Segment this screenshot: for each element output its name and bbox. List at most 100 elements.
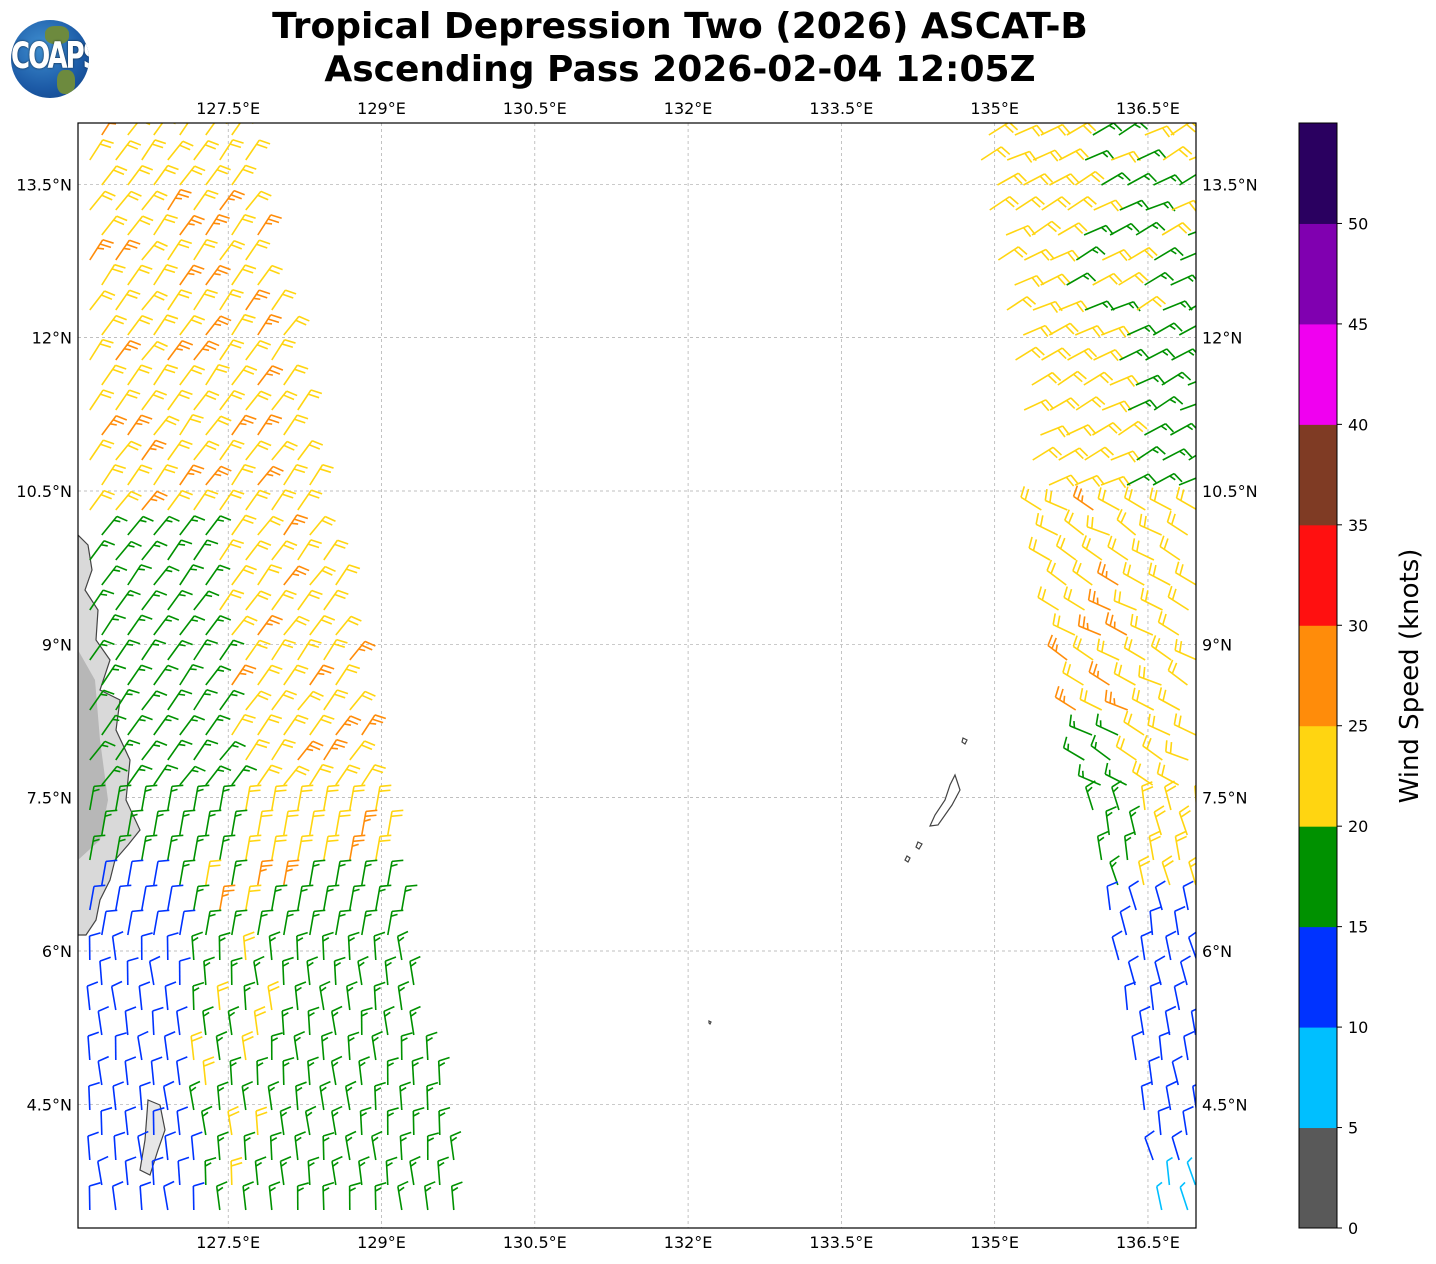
lat-tick-left: 12°N [32,329,72,348]
wind-barb [241,1080,254,1111]
wind-barb [1040,273,1071,286]
wind-barb [1006,150,1037,163]
wind-barb [205,164,231,186]
wind-barbs [86,123,1196,1211]
wind-barb [231,214,256,236]
wind-barb [137,1130,149,1161]
wind-barb [245,884,262,911]
wind-barb [1090,734,1111,761]
wind-barb [293,1030,306,1061]
wind-barb [179,413,204,436]
wind-barb [141,540,168,561]
wind-barb [1115,735,1137,761]
wind-barb [218,932,231,961]
wind-barb [1170,422,1196,436]
wind-barb [193,189,219,211]
wind-barb [127,859,144,886]
wind-barb [219,389,246,411]
wind-barb [219,539,245,561]
wind-barb [1064,509,1085,536]
wind-barb [1023,173,1054,186]
wind-barb [335,715,362,736]
wind-barb [1137,855,1151,886]
wind-barb [1190,1008,1196,1036]
wind-barb [231,414,257,436]
wind-barb [323,784,340,811]
wind-barb [1144,271,1174,286]
colorbar-bin-5-10 [1299,1027,1337,1129]
wind-barb [271,884,288,911]
wind-barb [153,764,179,786]
wind-barb [399,1131,412,1161]
wind-barb [269,1131,282,1161]
wind-barb [127,515,154,536]
wind-barb [1041,196,1071,211]
wind-barb [988,123,1019,136]
wind-barb [231,164,257,186]
wind-barb [1145,201,1176,212]
wind-barb [255,1106,268,1136]
wind-barb [1014,274,1045,288]
wind-barb [1153,174,1184,186]
wind-barb [1138,665,1162,686]
wind-barb [86,981,99,1011]
wind-barb [153,909,170,936]
wind-barb [1072,559,1093,586]
wind-barb [230,1156,243,1186]
wind-barb [257,809,274,836]
wind-barb [297,784,314,811]
wind-barb [1069,714,1093,736]
wind-barb [1067,196,1097,211]
wind-barb [1165,740,1189,761]
wind-barb [373,931,386,961]
wind-barb [229,1056,242,1086]
wind-barb [166,932,179,961]
wind-barb [386,1057,399,1086]
wind-barb [309,909,326,936]
wind-barb [175,1056,188,1086]
wind-barb [1062,736,1085,761]
wind-barb [294,1131,306,1161]
wind-barb [152,1107,165,1136]
wind-barb [1063,586,1085,611]
wind-barb [115,239,141,261]
wind-barb [1180,252,1196,261]
wind-barb [153,809,170,836]
wind-barb [1119,199,1150,211]
wind-barb [1024,248,1055,261]
wind-barb [1179,173,1196,186]
wind-barb [297,440,324,461]
wind-barb [124,1156,137,1186]
colorbar: 0 5 10 15 20 25 30 35 40 45 50 [1298,122,1368,1238]
wind-barb [309,664,335,686]
wind-barb [411,1056,424,1086]
wind-barb [88,1081,100,1111]
wind-barb [101,664,127,686]
wind-barb [1032,446,1063,461]
wind-barb [1136,295,1166,311]
wind-barb [997,246,1028,261]
wind-barb [179,123,202,136]
wind-barb [1136,445,1166,461]
wind-barb [271,689,297,711]
wind-barb [115,540,142,561]
wind-barb [245,834,262,861]
wind-barb [283,414,309,436]
wind-barb [1113,589,1137,611]
wind-barb [141,139,167,161]
wind-barb [227,1005,240,1036]
wind-barb [297,638,322,661]
wind-barb [179,315,206,336]
wind-barb [176,1106,189,1136]
wind-barb [1183,1030,1195,1061]
wind-barb [112,1081,125,1111]
wind-barb [1174,830,1187,861]
wind-barb [115,739,141,761]
wind-barb [245,590,272,611]
wind-barb [1081,535,1103,561]
wind-barb [282,1056,295,1086]
wind-barb [283,859,300,886]
wind-barb [205,859,222,886]
wind-barb [1023,399,1054,412]
wind-barb [257,414,283,436]
